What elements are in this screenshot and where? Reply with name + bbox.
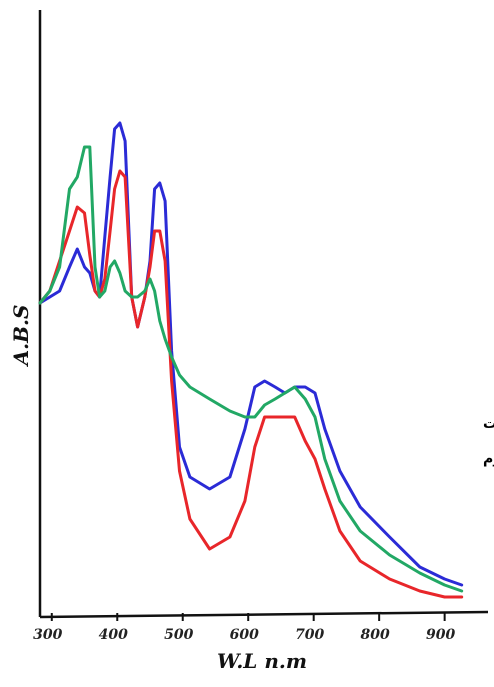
x-tick-label: 900: [426, 627, 455, 643]
x-tick-label: 800: [361, 627, 390, 643]
x-tick-label: 600: [230, 627, 259, 643]
annotation: ث عينات: [483, 416, 494, 432]
x-tick-label: 300: [33, 627, 62, 643]
series-line: [40, 123, 462, 585]
x-tick-label: 500: [164, 627, 193, 643]
y-axis-label: A.B.S: [9, 305, 33, 368]
series-line: [40, 147, 462, 591]
x-tick-label: 400: [99, 627, 128, 643]
x-tick-label: 700: [295, 627, 324, 643]
x-axis-label: W.L n.m: [217, 649, 307, 673]
chart: A.B.S W.L n.m ث عينات لكروم 300 400 500 600…: [0, 0, 494, 687]
annotation: لكروم: [483, 451, 494, 467]
series-line: [40, 171, 462, 597]
x-axis: [40, 612, 488, 617]
